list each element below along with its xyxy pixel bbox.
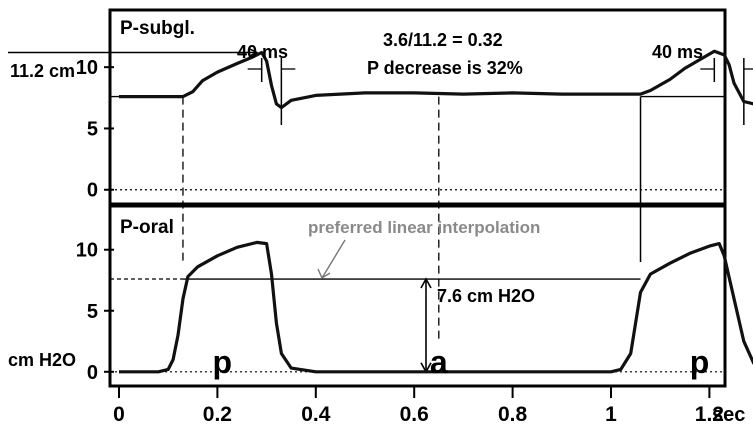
ratio-text: 3.6/11.2 = 0.32: [383, 30, 503, 50]
y-tick-label: 5: [87, 301, 98, 323]
peak-label: 11.2 cm: [10, 61, 75, 81]
decrease-text: P decrease is 32%: [367, 58, 523, 78]
y-tick-label: 0: [87, 180, 98, 202]
x-tick-label: 1: [605, 403, 617, 426]
interpolation-pointer-head: [317, 268, 331, 280]
measure-arrow-head: [420, 277, 432, 289]
segment-label: p: [213, 344, 233, 380]
bottom-panel-title: P-oral: [120, 217, 174, 238]
pressure-trace: [119, 240, 753, 374]
y-tick-label: 10: [76, 240, 98, 262]
y-tick-label: 0: [87, 362, 98, 384]
x-tick-label: 0.6: [400, 403, 429, 426]
y-unit-label: cm H2O: [8, 350, 76, 370]
interpolation-pointer: [321, 239, 346, 279]
x-tick-label: 1.2: [695, 403, 724, 426]
interpolation-label: preferred linear interpolation: [308, 218, 540, 237]
interval-label-right: 40 ms: [652, 42, 703, 62]
pressure-trace: [119, 49, 753, 110]
y-tick-label: 5: [87, 118, 98, 140]
measure-label: 7.6 cm H2O: [437, 286, 535, 306]
peak-arrow-head: [248, 47, 259, 58]
x-tick-label: 0.4: [301, 403, 331, 426]
top-panel-title: P-subgl.: [120, 18, 195, 39]
segment-label: p: [690, 344, 710, 380]
segment-label: a: [430, 344, 448, 380]
x-unit-label: sec: [712, 404, 745, 426]
y-tick-label: 10: [76, 57, 98, 79]
x-tick-label: 0.2: [203, 403, 232, 426]
interval-label-left: 40 ms: [237, 42, 288, 62]
x-tick-label: 0: [113, 403, 125, 426]
x-tick-label: 0.8: [498, 403, 528, 426]
